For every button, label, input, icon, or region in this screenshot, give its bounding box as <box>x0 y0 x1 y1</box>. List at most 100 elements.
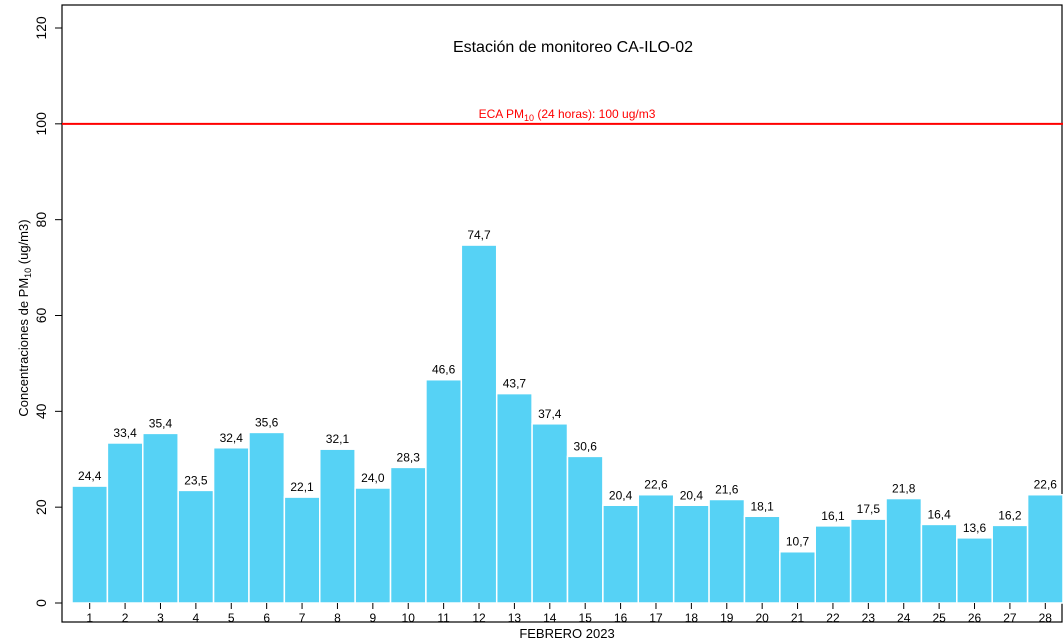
bar <box>956 537 993 604</box>
plot-box <box>61 4 1063 623</box>
bar <box>212 447 250 604</box>
value-label: 20,4 <box>609 488 633 502</box>
x-tick-label: 22 <box>826 611 840 625</box>
x-tick-label: 2 <box>122 611 129 625</box>
value-label: 30,6 <box>574 439 598 453</box>
y-tick-label: 60 <box>33 308 49 324</box>
x-tick-label: 4 <box>193 611 200 625</box>
value-label: 22,1 <box>290 480 314 494</box>
bar <box>991 524 1029 604</box>
bar <box>566 455 604 604</box>
bar <box>779 550 816 604</box>
y-label-main: Concentraciones de PM <box>16 278 31 417</box>
reference-label-main: ECA PM <box>479 107 524 121</box>
x-tick-label: 16 <box>614 611 628 625</box>
bar <box>495 392 533 604</box>
bar <box>602 504 640 604</box>
bar <box>106 442 144 604</box>
x-tick-label: 20 <box>755 611 769 625</box>
x-tick-label: 7 <box>299 611 306 625</box>
value-label: 43,7 <box>503 377 527 391</box>
value-label: 35,4 <box>149 416 173 430</box>
value-label: 32,4 <box>220 431 244 445</box>
x-tick-label: 1 <box>86 611 93 625</box>
value-label: 32,1 <box>326 432 350 446</box>
x-tick-label: 27 <box>1003 611 1017 625</box>
reference-label: ECA PM10 (24 horas): 100 ug/m3 <box>479 107 656 123</box>
bar <box>425 378 463 604</box>
value-label: 37,4 <box>538 407 562 421</box>
y-label-sub: 10 <box>23 268 33 278</box>
x-tick-label: 15 <box>579 611 593 625</box>
chart-title: Estación de monitoreo CA-ILO-02 <box>453 39 693 56</box>
value-label: 20,4 <box>680 488 704 502</box>
bar <box>672 504 710 604</box>
bar <box>319 448 356 604</box>
reference-label-sub: 10 <box>524 113 534 123</box>
x-tick-label: 13 <box>508 611 522 625</box>
x-tick-label: 18 <box>685 611 699 625</box>
y-tick-label: 20 <box>33 499 49 515</box>
value-label: 21,6 <box>715 483 739 497</box>
bar <box>354 487 392 604</box>
value-label: 24,0 <box>361 471 385 485</box>
x-tick-label: 28 <box>1039 611 1053 625</box>
x-tick-label: 3 <box>157 611 164 625</box>
x-tick-label: 26 <box>968 611 982 625</box>
value-label: 33,4 <box>113 426 137 440</box>
x-tick-label: 17 <box>649 611 663 625</box>
value-label: 13,6 <box>963 521 987 535</box>
value-label: 28,3 <box>397 450 421 464</box>
bar <box>637 493 675 604</box>
value-label: 74,7 <box>467 228 491 242</box>
bar <box>885 497 923 604</box>
x-tick-label: 24 <box>897 611 911 625</box>
y-tick-label: 80 <box>33 212 49 228</box>
value-label: 22,6 <box>644 478 668 492</box>
value-label: 23,5 <box>184 473 208 487</box>
value-label: 35,6 <box>255 415 279 429</box>
x-axis-label: FEBRERO 2023 <box>519 626 614 641</box>
bar <box>389 466 427 604</box>
x-tick-label: 5 <box>228 611 235 625</box>
y-axis-label: Concentraciones de PM10 (ug/m3) <box>16 219 33 416</box>
bar <box>283 496 321 604</box>
y-tick-label: 0 <box>33 599 49 607</box>
x-tick-label: 11 <box>437 611 450 625</box>
y-tick-label: 120 <box>33 16 49 40</box>
bar <box>920 523 958 604</box>
bar <box>531 423 569 604</box>
y-label-rest: (ug/m3) <box>16 219 31 267</box>
value-label: 17,5 <box>857 502 881 516</box>
value-label: 16,4 <box>927 507 951 521</box>
bar <box>1026 493 1063 604</box>
value-label: 10,7 <box>786 535 810 549</box>
value-label: 16,1 <box>821 509 845 523</box>
x-tick-label: 23 <box>862 611 876 625</box>
bar <box>142 432 179 604</box>
x-tick-label: 8 <box>334 611 341 625</box>
x-tick-label: 6 <box>263 611 270 625</box>
x-tick-label: 19 <box>720 611 734 625</box>
x-tick-label: 10 <box>402 611 416 625</box>
x-tick-label: 21 <box>791 611 805 625</box>
bar <box>248 431 286 604</box>
bar <box>743 515 781 604</box>
bar <box>177 489 215 604</box>
bar <box>460 244 498 604</box>
x-tick-label: 9 <box>369 611 376 625</box>
y-tick-label: 100 <box>33 112 49 136</box>
x-tick-label: 12 <box>472 611 486 625</box>
bar <box>708 498 746 604</box>
value-label: 24,4 <box>78 469 102 483</box>
bar <box>71 485 109 604</box>
bar <box>814 525 852 604</box>
y-tick-label: 40 <box>33 403 49 419</box>
bar <box>849 518 887 604</box>
value-label: 16,2 <box>998 508 1022 522</box>
value-label: 46,6 <box>432 363 456 377</box>
value-label: 21,8 <box>892 482 916 496</box>
x-tick-label: 25 <box>932 611 946 625</box>
x-tick-label: 14 <box>543 611 557 625</box>
